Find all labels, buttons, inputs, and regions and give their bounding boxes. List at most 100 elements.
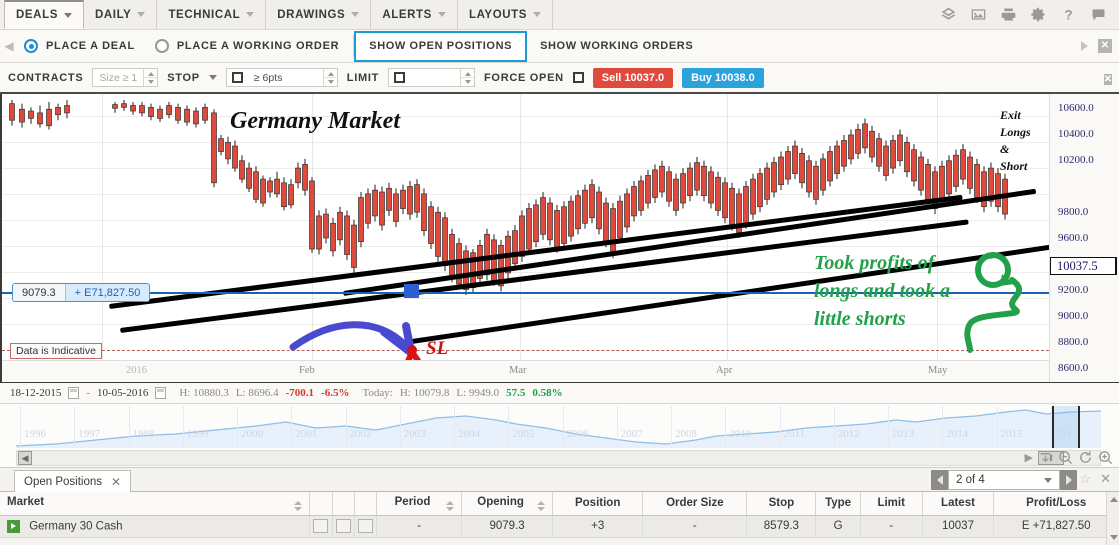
- limit-input[interactable]: [388, 68, 476, 87]
- pager-prev-button[interactable]: [931, 470, 948, 490]
- column-label: Period: [394, 495, 431, 508]
- range-high: H: 10880.3: [179, 387, 229, 399]
- sort-icon[interactable]: [294, 500, 303, 511]
- menu-item-layouts[interactable]: LAYOUTS: [458, 0, 554, 29]
- expand-play-icon[interactable]: [7, 519, 20, 533]
- column-header-limit[interactable]: Limit: [860, 492, 923, 516]
- navigator-year-label: 1996: [24, 428, 46, 440]
- buy-button[interactable]: Buy 10038.0: [682, 67, 764, 88]
- calendar-icon[interactable]: [155, 387, 167, 399]
- play-forward-icon[interactable]: ▶: [1024, 452, 1033, 464]
- column-header-order-size[interactable]: Order Size: [642, 492, 748, 516]
- sell-button[interactable]: Sell 10037.0: [592, 67, 674, 88]
- open-position-badge[interactable]: 9079.3 + E71,827.50: [12, 283, 151, 302]
- scroll-left-icon[interactable]: ◀: [4, 39, 14, 53]
- radio-place-a-deal[interactable]: PLACE A DEAL: [18, 39, 149, 53]
- chart-plot-area[interactable]: 9079.3 + E71,827.50 Data is Indicative G…: [2, 94, 1049, 360]
- x-tick-label: Feb: [299, 365, 315, 376]
- zoom-out-icon[interactable]: [1058, 450, 1073, 465]
- menu-item-daily[interactable]: DAILY: [84, 0, 158, 29]
- close-icon[interactable]: ✕: [1100, 471, 1111, 486]
- reset-zoom-icon[interactable]: [1078, 450, 1093, 465]
- navigator-scrollbar[interactable]: [16, 450, 1101, 466]
- today-change-pct: 0.58%: [532, 387, 563, 399]
- close-icon[interactable]: ✕: [111, 474, 122, 489]
- limit-checkbox[interactable]: [394, 72, 406, 83]
- limit-label: LIMIT: [346, 71, 380, 84]
- cell-menu-button[interactable]: [354, 515, 378, 538]
- column-header-type[interactable]: Type: [815, 492, 861, 516]
- navigator-gridline: [888, 406, 889, 448]
- stop-input[interactable]: ≥ 6pts: [225, 68, 338, 87]
- pager-next-button[interactable]: [1060, 470, 1077, 490]
- radio-place-a-working-order[interactable]: PLACE A WORKING ORDER: [149, 39, 353, 53]
- navigator-selection-window[interactable]: [1052, 406, 1080, 448]
- calendar-icon[interactable]: [68, 387, 80, 399]
- scroll-left-grip[interactable]: ◀: [18, 451, 32, 465]
- stop-stepper[interactable]: [322, 69, 337, 86]
- column-header-market[interactable]: Market: [0, 492, 311, 516]
- menu-item-deals[interactable]: DEALS: [4, 0, 84, 29]
- sort-icon[interactable]: [537, 500, 546, 511]
- chevron-down-icon[interactable]: [357, 519, 373, 533]
- column-header-opening[interactable]: Opening: [461, 492, 554, 516]
- size-stepper[interactable]: [143, 69, 158, 86]
- info-icon[interactable]: [313, 519, 329, 533]
- main-menu-bar: DEALS DAILY TECHNICAL DRAWINGS ALERTS LA…: [0, 0, 1119, 30]
- chevron-down-icon[interactable]: [208, 75, 217, 80]
- size-input[interactable]: Size ≥ 1: [92, 68, 159, 87]
- stop-checkbox[interactable]: [231, 72, 243, 83]
- menu-item-technical[interactable]: TECHNICAL: [157, 0, 267, 29]
- column-header-period[interactable]: Period: [376, 492, 463, 516]
- menu-item-drawings[interactable]: DRAWINGS: [266, 0, 372, 29]
- cell-market[interactable]: Germany 30 Cash: [0, 515, 311, 538]
- menu-item-alerts[interactable]: ALERTS: [371, 0, 458, 29]
- navigator-gridline: [996, 406, 998, 448]
- image-icon[interactable]: [970, 6, 987, 23]
- navigator-year-label: 2010: [729, 428, 752, 440]
- candlestick-series: [9, 100, 1008, 296]
- exit-annotation: Exit Longs & Short: [1000, 108, 1031, 173]
- force-open-checkbox[interactable]: [572, 72, 584, 83]
- close-icon[interactable]: ✕: [1103, 73, 1112, 85]
- zoom-in-icon[interactable]: [1098, 450, 1113, 465]
- settings-icon[interactable]: ☆: [1079, 471, 1092, 486]
- chat-icon[interactable]: [1090, 6, 1107, 23]
- gear-icon[interactable]: [1030, 6, 1047, 23]
- cell-info-button[interactable]: [309, 515, 333, 538]
- scroll-down-icon[interactable]: [1110, 535, 1118, 540]
- collapse-icon[interactable]: [1038, 450, 1053, 465]
- table-row[interactable]: Germany 30 Cash - 9079.3 +3 - 8579.3 G -…: [0, 515, 1119, 538]
- deal-bar-controls: ✕: [1081, 39, 1119, 53]
- layers-icon[interactable]: [940, 6, 957, 23]
- bar-chart-icon[interactable]: [335, 519, 351, 533]
- print-icon[interactable]: [1000, 6, 1017, 23]
- table-header-row: Market Period Opening Position: [0, 492, 1119, 516]
- price-chart[interactable]: 9079.3 + E71,827.50 Data is Indicative G…: [0, 94, 1119, 382]
- pager-select[interactable]: 2 of 4: [948, 470, 1060, 490]
- scroll-right-icon[interactable]: [1081, 41, 1088, 51]
- limit-stepper[interactable]: [460, 69, 475, 86]
- positions-pager[interactable]: 2 of 4: [931, 470, 1077, 490]
- scroll-up-icon[interactable]: [1110, 497, 1118, 502]
- column-header-stop[interactable]: Stop: [746, 492, 817, 516]
- help-icon[interactable]: ?: [1060, 6, 1077, 23]
- positions-tab-row: Open Positions ✕ 2 of 4 ☆ ✕: [0, 468, 1119, 493]
- column-header-profit-loss[interactable]: Profit/Loss: [993, 492, 1119, 516]
- navigator-year-label: 201: [1054, 428, 1072, 440]
- close-icon[interactable]: ✕: [1098, 39, 1112, 53]
- tab-show-working-orders[interactable]: SHOW WORKING ORDERS: [527, 32, 706, 61]
- tab-show-open-positions[interactable]: SHOW OPEN POSITIONS: [354, 30, 528, 62]
- table-vertical-scrollbar[interactable]: [1106, 492, 1119, 545]
- tab-open-positions[interactable]: Open Positions ✕: [14, 470, 132, 493]
- sort-icon[interactable]: [446, 500, 455, 511]
- cell-chart-button[interactable]: [332, 515, 355, 538]
- contract-bar-close[interactable]: ✕: [1103, 69, 1119, 87]
- column-header-position[interactable]: Position: [552, 492, 644, 516]
- scroll-right-grip[interactable]: ‖: [1038, 451, 1064, 465]
- navigator-gridline: [20, 406, 21, 448]
- chart-navigator[interactable]: 1996 1997 1998 1999 2000 2001 2002 2003 2004 2005…: [0, 404, 1119, 468]
- column-header-latest[interactable]: Latest: [922, 492, 995, 516]
- menu-item-label: DEALS: [16, 9, 58, 21]
- navigator-plot[interactable]: 1996 1997 1998 1999 2000 2001 2002 2003 2004 2005…: [16, 406, 1101, 448]
